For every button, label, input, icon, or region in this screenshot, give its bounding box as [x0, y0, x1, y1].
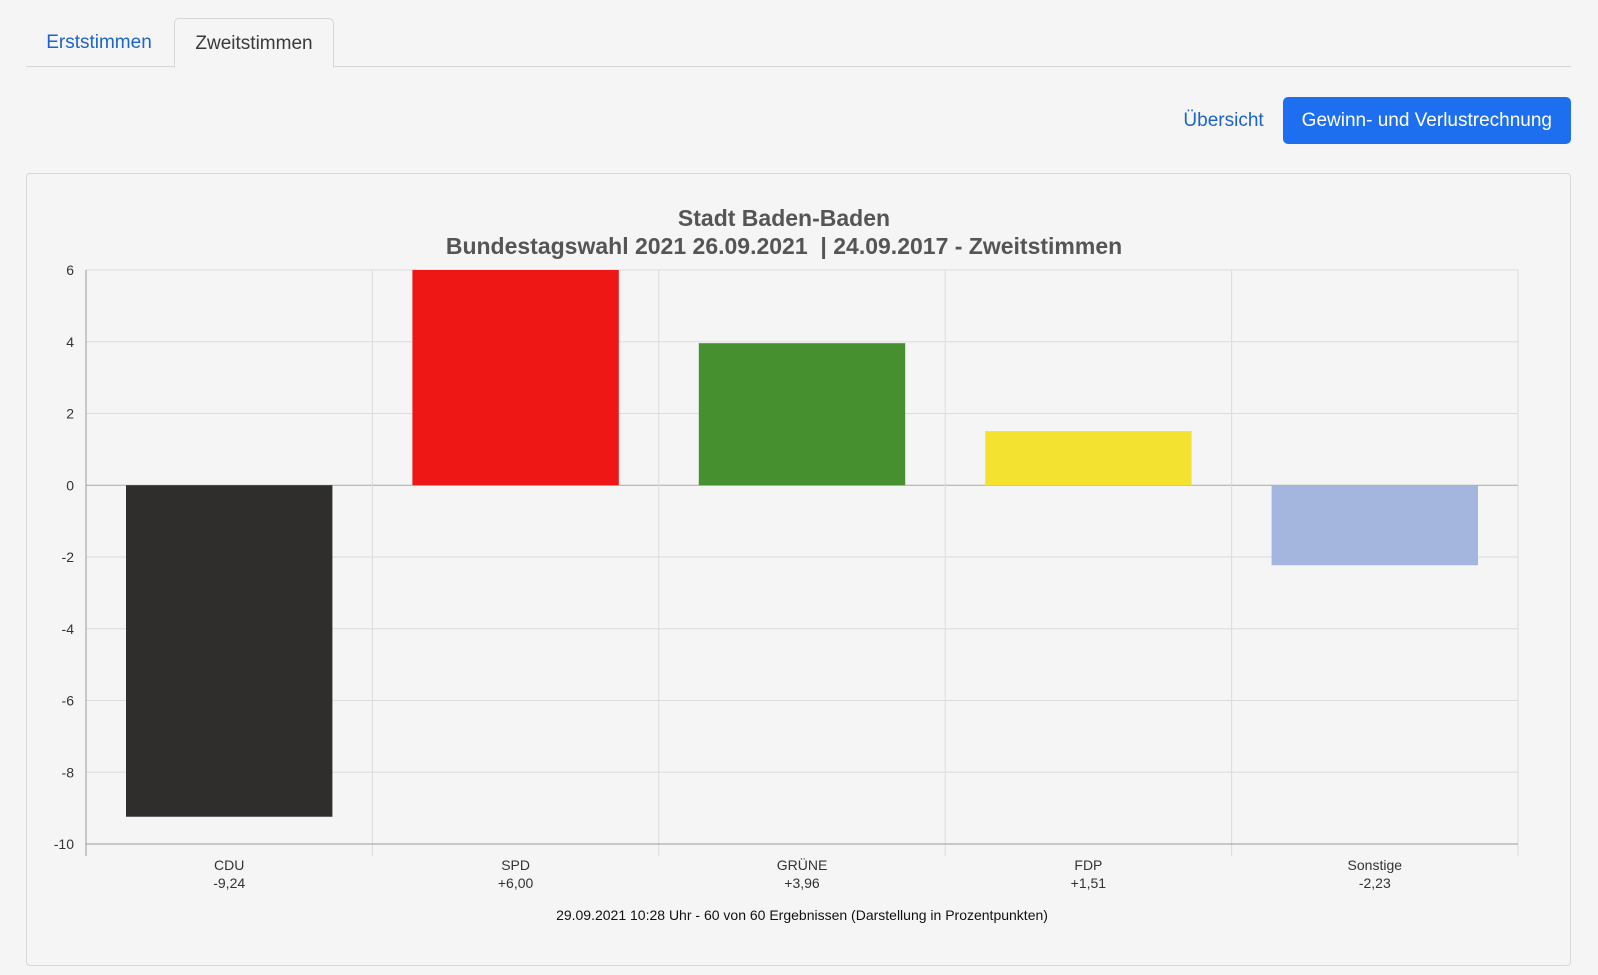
bar-value-label: -2,23: [1359, 875, 1391, 891]
x-tick-label: CDU: [214, 857, 244, 873]
labels-group: 6 4 2 0 -2 -4 -6 -8 -10 CDU -9,24 SPD +6,00 GRÜNE +3,9…: [54, 262, 1402, 891]
tab-erststimmen[interactable]: Erststimmen: [46, 32, 152, 53]
bar-fdp[interactable]: [985, 431, 1192, 486]
x-tick-label: GRÜNE: [777, 856, 828, 873]
y-tick-label: -4: [62, 621, 75, 637]
y-tick-label: -2: [62, 549, 75, 565]
tab-bar: Erststimmen Zweitstimmen: [26, 18, 1571, 68]
bar-value-label: +6,00: [498, 875, 534, 891]
bar-value-label: +3,96: [784, 875, 820, 891]
bar-value-label: -9,24: [213, 875, 245, 891]
bar-spd[interactable]: [412, 270, 619, 486]
x-tick-label: SPD: [501, 857, 530, 873]
bar-cdu[interactable]: [126, 485, 333, 817]
overview-link[interactable]: Übersicht: [1183, 109, 1264, 131]
bars-group: [126, 270, 1478, 817]
chart-title: Stadt Baden-Baden: [678, 205, 890, 231]
profit-loss-button[interactable]: Gewinn- und Verlustrechnung: [1282, 97, 1571, 144]
tab-zweitstimmen[interactable]: Zweitstimmen: [174, 18, 334, 68]
y-tick-label: 2: [66, 406, 74, 422]
axes-group: [85, 270, 1518, 856]
y-tick-label: -6: [62, 693, 75, 709]
bar-grüne[interactable]: [698, 343, 906, 486]
bar-sonstige[interactable]: [1271, 485, 1478, 566]
x-tick-label: FDP: [1074, 857, 1102, 873]
y-tick-label: 0: [66, 477, 74, 493]
action-links: Übersicht Gewinn- und Verlustrechnung: [1183, 97, 1571, 144]
y-tick-label: 4: [66, 334, 74, 350]
bar-chart: Stadt Baden-Baden Bundestagswahl 2021 26…: [54, 205, 1519, 923]
bar-value-label: +1,51: [1071, 875, 1107, 891]
chart-footer: 29.09.2021 10:28 Uhr - 60 von 60 Ergebni…: [556, 907, 1048, 923]
y-tick-label: -10: [54, 836, 74, 852]
chart-subtitle: Bundestagswahl 2021 26.09.2021 | 24.09.2…: [446, 233, 1122, 259]
x-tick-label: Sonstige: [1348, 857, 1403, 873]
chart-card: Stadt Baden-Baden Bundestagswahl 2021 26…: [26, 173, 1571, 966]
y-tick-label: -8: [62, 764, 75, 780]
y-tick-label: 6: [66, 262, 74, 278]
